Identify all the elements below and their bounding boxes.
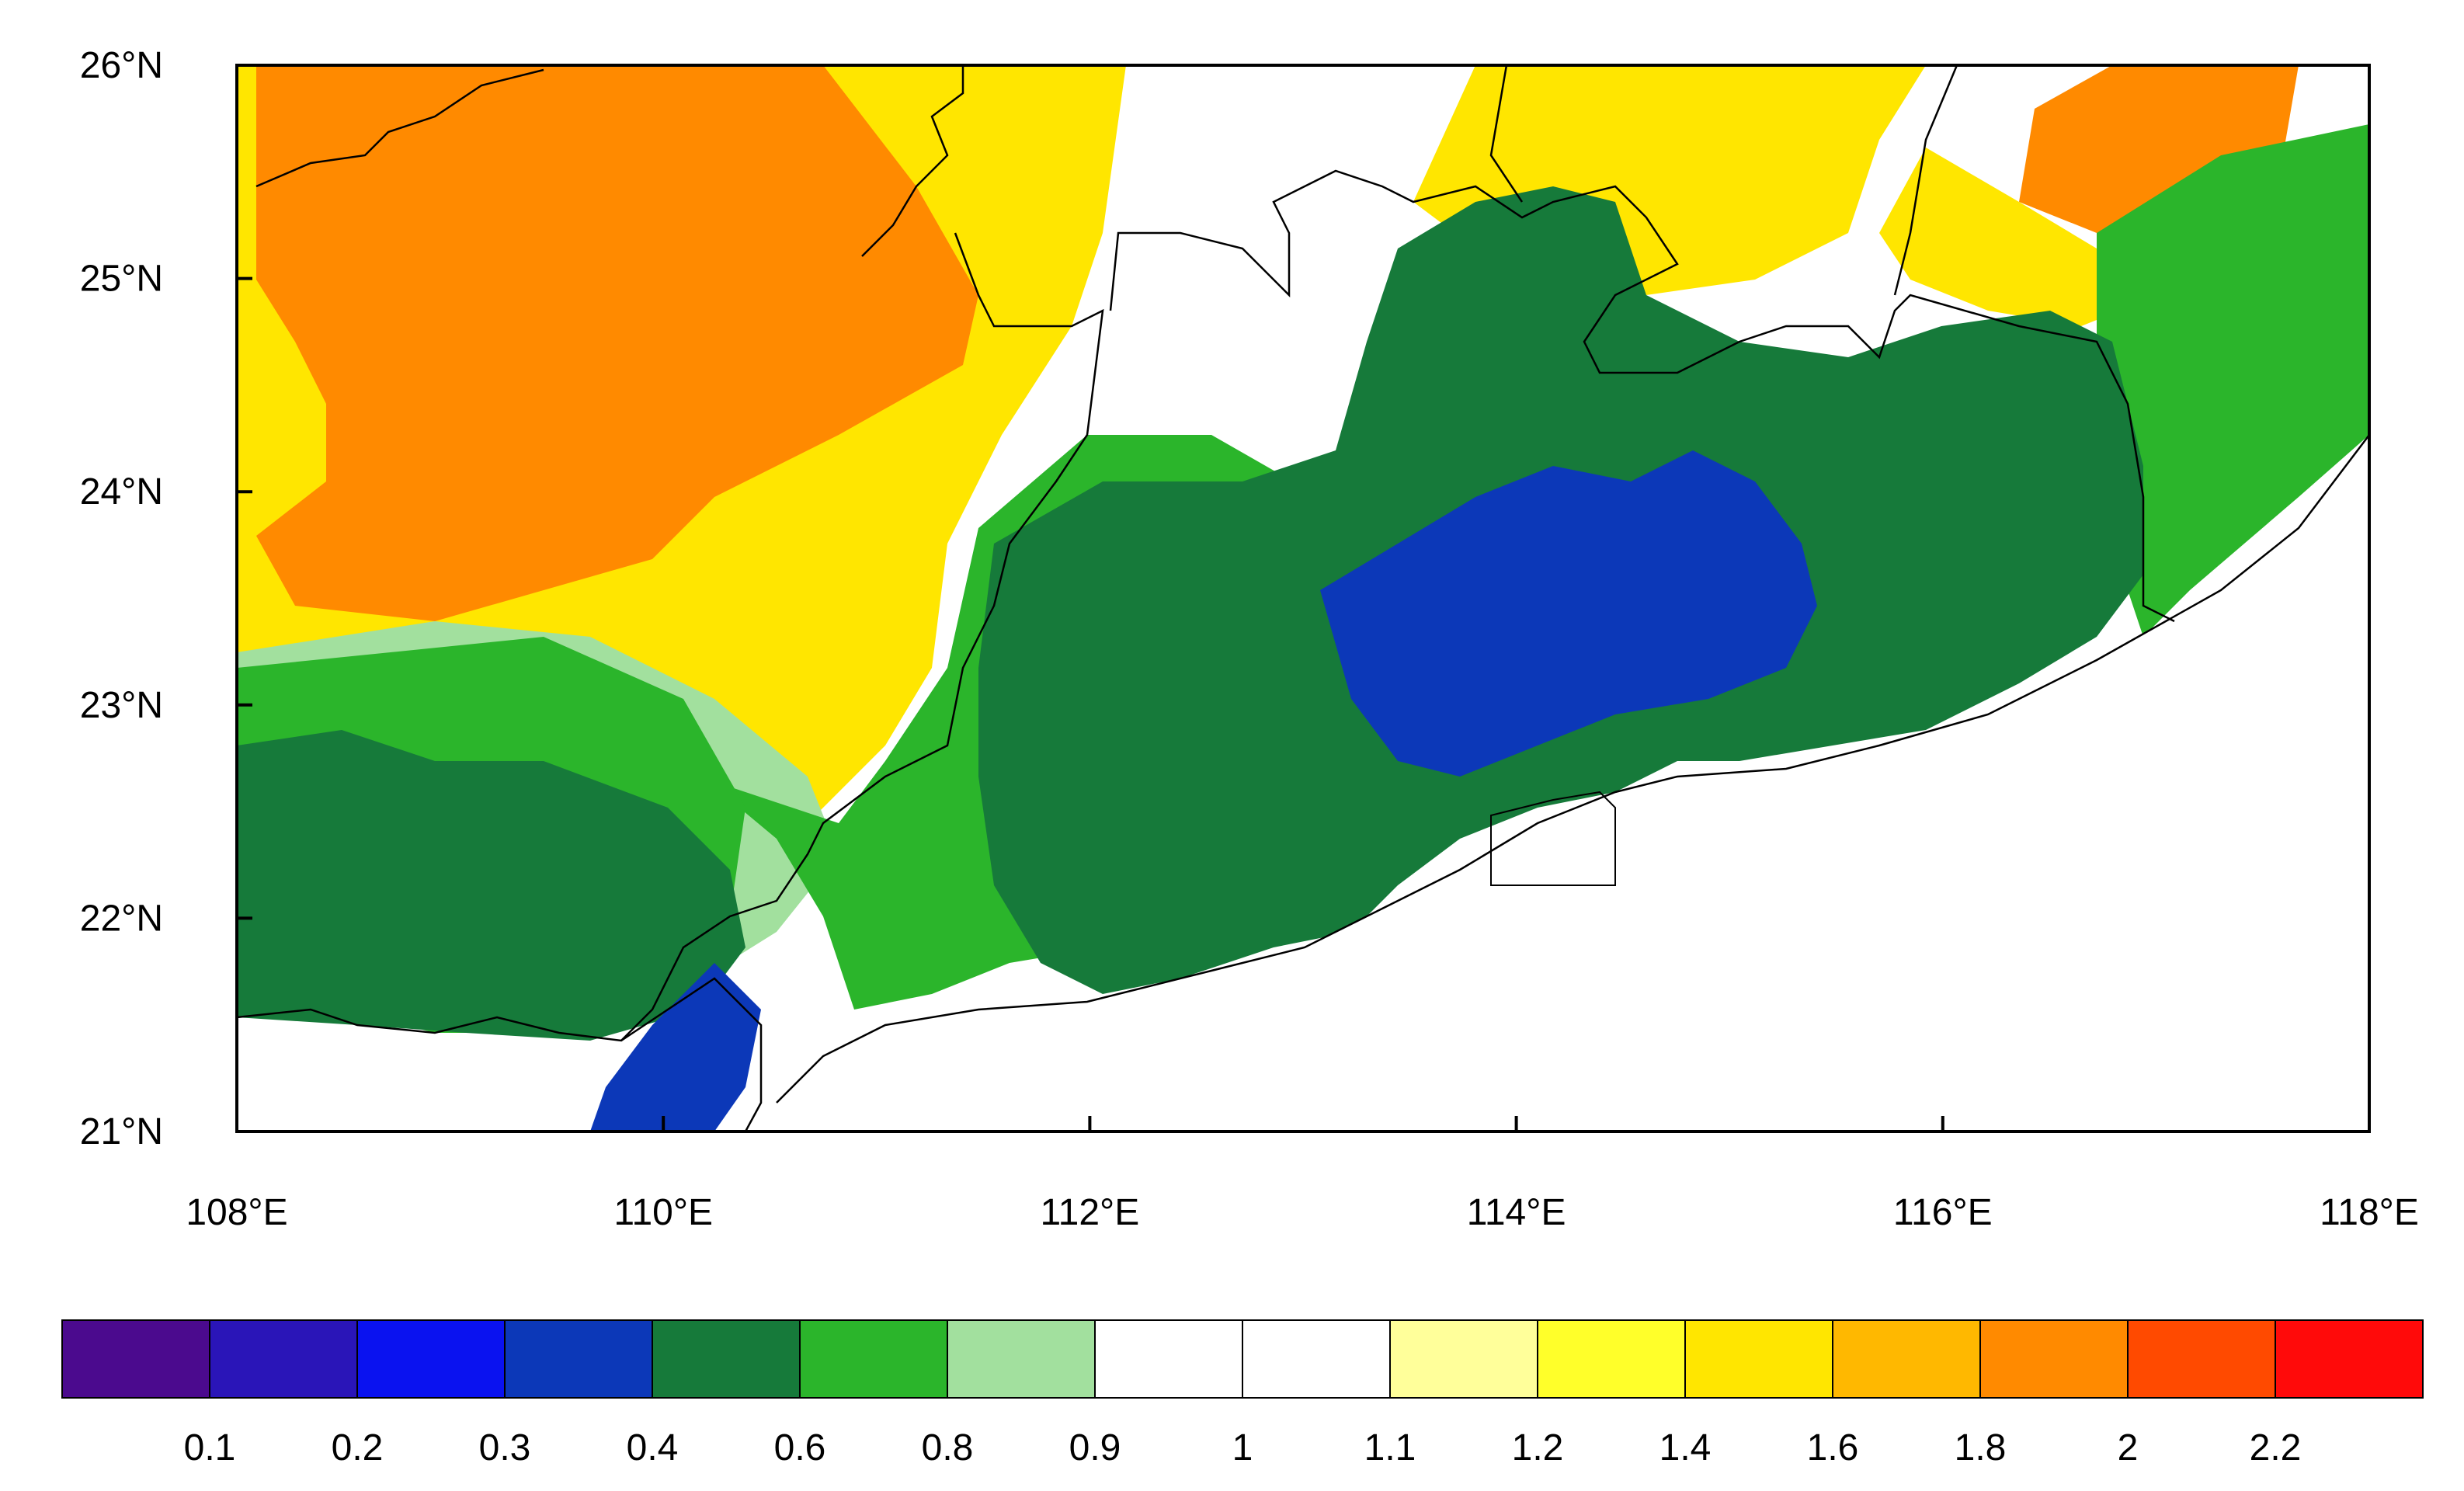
- lon-tick-label: 118°E: [2320, 1192, 2419, 1233]
- lat-tick-label: 22°N: [80, 898, 163, 939]
- colorbar-tick-label: 0.6: [774, 1427, 826, 1468]
- colorbar-swatch: [799, 1319, 948, 1399]
- hong-kong-boundary: [1490, 791, 1616, 886]
- lat-tick-label: 26°N: [80, 45, 163, 86]
- region-green-east: [2097, 124, 2369, 637]
- colorbar-tick-label: 2: [2118, 1427, 2139, 1468]
- colorbar-tick-label: 0.4: [627, 1427, 679, 1468]
- region-blue-delta: [1320, 450, 1817, 777]
- colorbar-swatch: [1094, 1319, 1243, 1399]
- colorbar-tick-label: 1: [1232, 1427, 1253, 1468]
- colorbar-swatch: [1537, 1319, 1686, 1399]
- lat-tick-label: 24°N: [80, 471, 163, 513]
- province-border: [255, 65, 2175, 1041]
- colorbar-tick-label: 0.2: [332, 1427, 384, 1468]
- colorbar-swatch: [2275, 1319, 2424, 1399]
- colorbar-tick-label: 0.9: [1069, 1427, 1121, 1468]
- region-yellow-ne2: [1879, 148, 2159, 326]
- colorbar-swatch: [504, 1319, 653, 1399]
- region-blue-southwest: [590, 963, 761, 1131]
- colorbar-swatch: [1389, 1319, 1538, 1399]
- lat-tick-label: 23°N: [80, 685, 163, 726]
- coastline: [237, 434, 2369, 1131]
- colorbar-tick-label: 1.1: [1364, 1427, 1416, 1468]
- lon-tick-label: 112°E: [1041, 1192, 1140, 1233]
- colorbar-swatch: [947, 1319, 1096, 1399]
- latitude-axis: 26°N 25°N 24°N 23°N 22°N 21°N: [80, 45, 252, 1152]
- map-field: [237, 65, 2369, 1131]
- colorbar: 0.1 0.2 0.3 0.4 0.6 0.8 0.9 1 1.1 1.2 1.4 1.6 1.8 2 2.…: [61, 1319, 2424, 1468]
- colorbar-swatch: [2127, 1319, 2276, 1399]
- colorbar-tick-label: 1.8: [1955, 1427, 2007, 1468]
- region-dark-green-west: [237, 730, 745, 1041]
- colorbar-swatch: [1242, 1319, 1391, 1399]
- colorbar-tick-label: 1.6: [1807, 1427, 1859, 1468]
- lon-tick-label: 116°E: [1893, 1192, 1993, 1233]
- colorbar-tick-label: 2.2: [2250, 1427, 2302, 1468]
- colorbar-tick-label: 0.3: [479, 1427, 531, 1468]
- colorbar-swatch: [652, 1319, 801, 1399]
- longitude-axis: 108°E 110°E 112°E 114°E 116°E 118°E: [186, 1116, 2419, 1233]
- colorbar-tick-label: 1.4: [1659, 1427, 1712, 1468]
- region-orange-core: [256, 65, 978, 621]
- region-orange-patch-ne: [2019, 65, 2299, 233]
- lat-tick-label: 21°N: [80, 1111, 163, 1152]
- colorbar-swatch: [1832, 1319, 1981, 1399]
- colorbar-tick-label: 0.8: [922, 1427, 974, 1468]
- colorbar-swatch: [1684, 1319, 1833, 1399]
- sea: [745, 435, 2369, 1131]
- plot-frame: [235, 64, 2371, 1133]
- colorbar-tick-label: 0.1: [184, 1427, 236, 1468]
- colorbar-swatch: [209, 1319, 358, 1399]
- lat-tick-label: 25°N: [80, 259, 163, 300]
- colorbar-swatch: [356, 1319, 506, 1399]
- colorbar-tick-label: 1.2: [1512, 1427, 1564, 1468]
- lon-tick-label: 108°E: [186, 1192, 287, 1233]
- colorbar-swatch: [1979, 1319, 2129, 1399]
- lon-tick-label: 110°E: [613, 1192, 713, 1233]
- lon-tick-label: 114°E: [1467, 1192, 1566, 1233]
- colorbar-swatch: [61, 1319, 210, 1399]
